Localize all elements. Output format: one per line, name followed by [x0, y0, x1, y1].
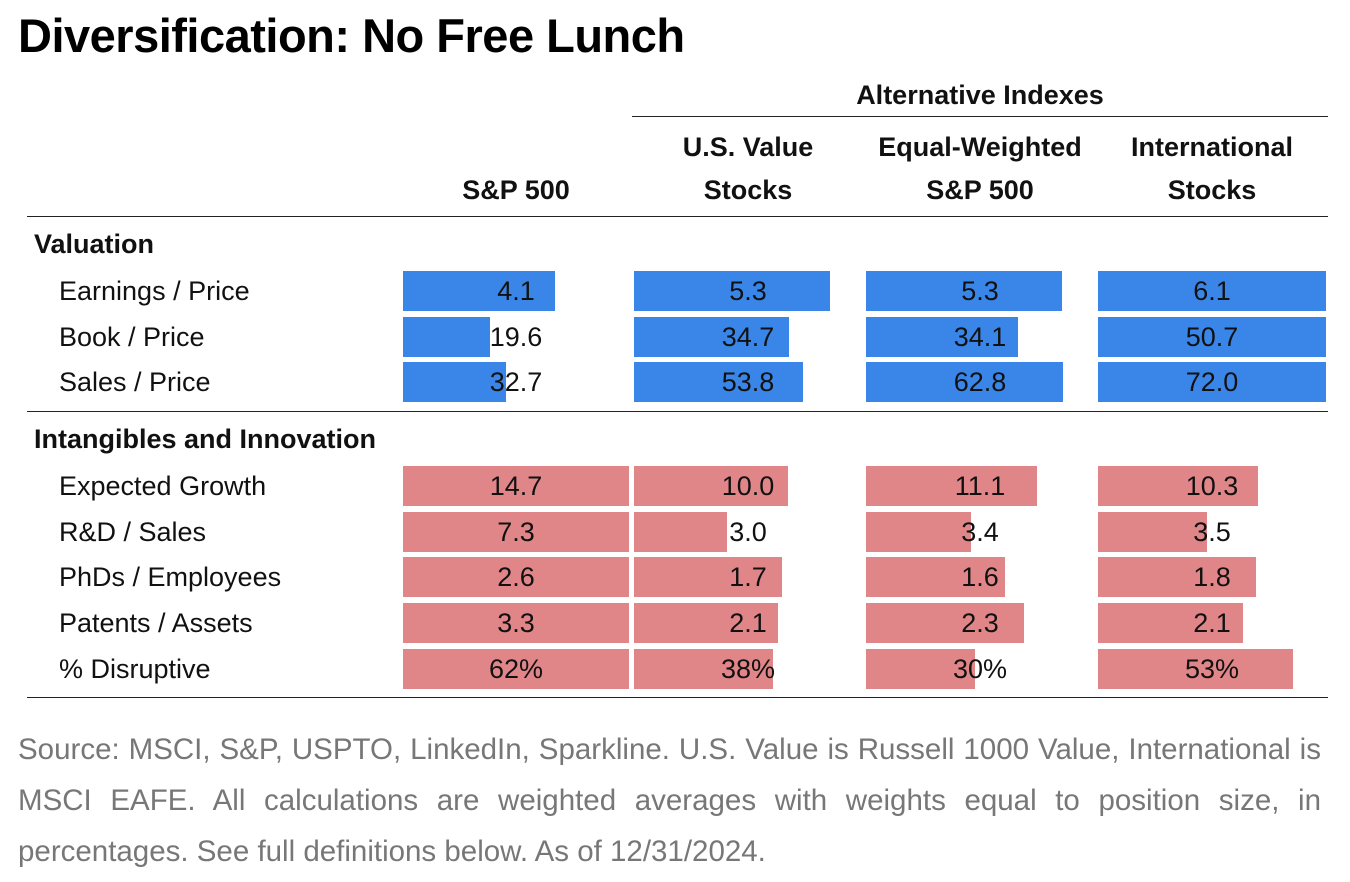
section-header: Valuation	[34, 229, 155, 259]
column-header-2-line2: Stocks	[703, 175, 793, 205]
source-note: Source: MSCI, S&P, USPTO, LinkedIn, Spar…	[18, 733, 1321, 868]
data-value-label: 53%	[1184, 653, 1240, 684]
data-bar	[1098, 557, 1256, 598]
data-value-label: 10.3	[1185, 471, 1239, 501]
data-value-label: 3.4	[961, 516, 999, 547]
data-value-label: 34.7	[721, 321, 775, 352]
data-bar	[403, 557, 629, 598]
data-value-label: 5.3	[961, 276, 999, 306]
data-value-label: 2.1	[1193, 608, 1231, 639]
data-bar	[403, 466, 629, 506]
column-header-4-line1: International	[1130, 132, 1293, 162]
column-header-4-line2: Stocks	[1167, 175, 1257, 205]
data-value-label: 30%	[952, 653, 1008, 684]
section-header: Intangibles and Innovation	[34, 424, 377, 454]
data-value-label: 2.6	[497, 562, 535, 593]
data-bar	[403, 603, 629, 644]
data-value-label: 7.3	[497, 516, 535, 547]
data-bar	[634, 466, 788, 506]
data-value-label: 62.8	[953, 367, 1007, 398]
row-label: Sales / Price	[59, 367, 211, 398]
group-header: Alternative Indexes	[856, 80, 1104, 110]
section-divider-rule	[27, 411, 1328, 412]
data-bar	[403, 648, 629, 689]
data-bar	[866, 316, 1018, 357]
data-bar	[403, 511, 629, 552]
data-value-label: 3.0	[729, 516, 767, 547]
data-value-label: 4.1	[497, 276, 535, 306]
data-bar	[866, 511, 972, 552]
data-value-label: 19.6	[489, 321, 543, 352]
data-value-label: 62%	[488, 653, 544, 684]
data-bar	[634, 557, 782, 598]
data-bar	[866, 557, 1006, 598]
data-bar	[866, 271, 1063, 311]
data-bar	[403, 271, 555, 311]
data-value-label: 2.3	[961, 608, 999, 639]
data-value-label: 1.6	[961, 562, 999, 593]
data-bar	[634, 511, 727, 552]
data-value-label: 2.1	[729, 608, 767, 639]
data-bar	[866, 648, 976, 689]
column-header-1-line2: S&P 500	[462, 175, 570, 205]
row-label: Book / Price	[59, 321, 205, 352]
data-value-label: 10.0	[721, 471, 775, 501]
data-bar	[1098, 648, 1293, 689]
page-title: Diversification: No Free Lunch	[18, 9, 685, 62]
data-bar	[634, 648, 773, 689]
header-bottom-rule	[27, 216, 1328, 217]
data-bar	[403, 362, 506, 403]
row-label: Earnings / Price	[59, 276, 250, 306]
column-header-3-line1: Equal-Weighted	[878, 132, 1082, 162]
data-value-label: 50.7	[1185, 321, 1239, 352]
row-label: R&D / Sales	[59, 516, 207, 547]
data-value-label: 1.7	[729, 562, 767, 593]
data-value-label: 14.7	[489, 471, 543, 501]
data-value-label: 72.0	[1185, 367, 1239, 398]
data-bar	[1098, 466, 1258, 506]
data-value-label: 5.3	[729, 276, 767, 306]
data-bar	[1098, 362, 1326, 403]
data-bar	[866, 362, 1064, 403]
data-value-label: 3.3	[497, 608, 535, 639]
data-bar	[866, 603, 1024, 644]
table-bottom-rule	[27, 697, 1328, 698]
data-value-label: 32.7	[489, 367, 543, 398]
data-bar	[634, 603, 778, 644]
data-value-label: 11.1	[954, 471, 1006, 501]
data-bar	[866, 466, 1037, 506]
data-bar	[1098, 511, 1208, 552]
row-label: Expected Growth	[59, 471, 267, 501]
data-bar	[1098, 271, 1326, 311]
row-label: % Disruptive	[59, 653, 211, 684]
column-header-2-line1: U.S. Value	[682, 132, 814, 162]
row-label: PhDs / Employees	[59, 562, 282, 593]
data-bar	[634, 271, 831, 311]
data-value-label: 34.1	[953, 321, 1007, 352]
data-bar	[403, 316, 491, 357]
data-value-label: 3.5	[1193, 516, 1231, 547]
row-label: Patents / Assets	[59, 608, 253, 639]
data-value-label: 53.8	[721, 367, 775, 398]
data-value-label: 1.8	[1193, 562, 1231, 593]
data-bar	[1098, 603, 1244, 644]
data-bar	[634, 362, 803, 403]
data-bar	[1098, 316, 1326, 357]
data-bar	[634, 316, 789, 357]
data-value-label: 38%	[720, 653, 776, 684]
column-header-3-line2: S&P 500	[926, 175, 1034, 205]
group-header-rule	[632, 116, 1328, 117]
data-value-label: 6.1	[1193, 276, 1231, 306]
